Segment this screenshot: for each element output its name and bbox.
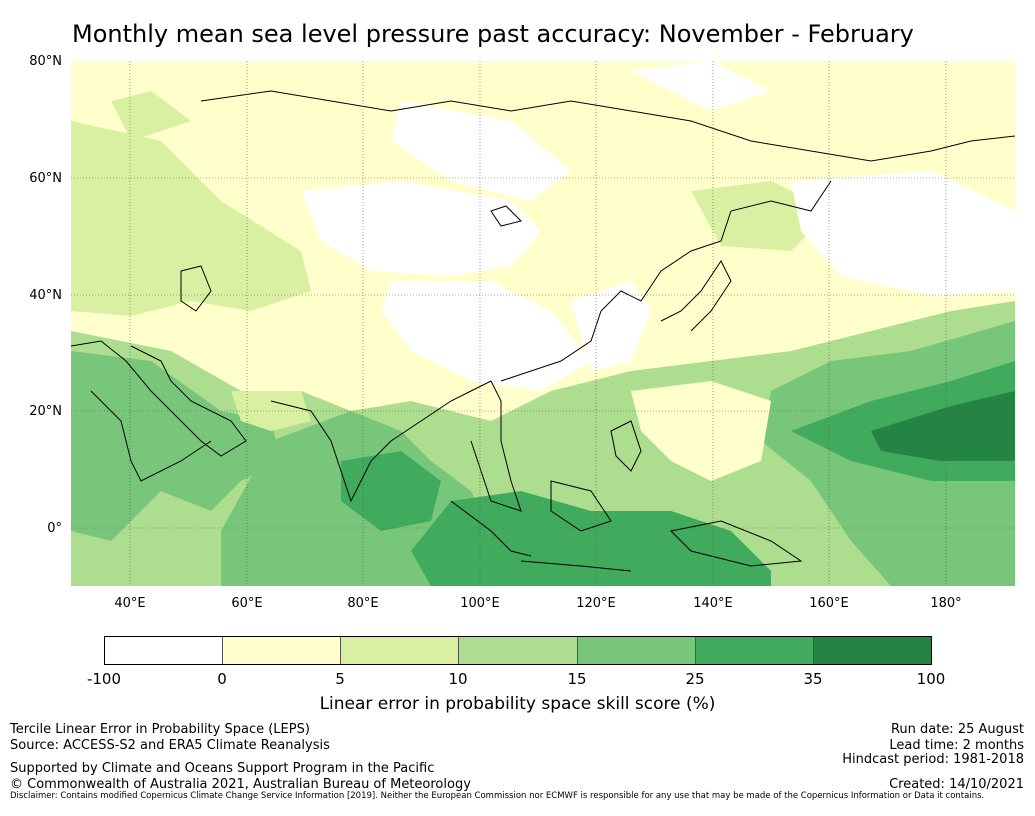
footer-copyright: © Commonwealth of Australia 2021, Austra… [10, 777, 471, 792]
colorbar-swatch [105, 637, 224, 664]
lon-label-40e: 40°E [114, 596, 146, 611]
lat-label-0: 0° [47, 521, 62, 536]
footer-method: Tercile Linear Error in Probability Spac… [10, 722, 310, 737]
coastline-java [520, 560, 632, 572]
coastline-lake-baikal [490, 205, 522, 227]
skill-region-china-white [381, 281, 591, 391]
lon-label-60e: 60°E [231, 596, 263, 611]
footer-run-date: Run date: 25 August [890, 722, 1024, 737]
footer-source: Source: ACCESS-S2 and ERA5 Climate Reana… [10, 738, 330, 753]
coastline-siberia-arctic [200, 90, 1015, 162]
coastline-southeast-asia [420, 380, 522, 512]
lat-label-80n: 80°N [29, 54, 62, 69]
coastline-china-korea [500, 180, 832, 382]
skill-region-tropical-pacific-darkest-green [871, 391, 1015, 461]
skill-region-arabian-sea-light-green [231, 391, 311, 431]
coastline-japan [660, 260, 732, 332]
colorbar [104, 636, 932, 665]
footer-hindcast-period: Hindcast period: 1981-2018 [842, 752, 1024, 767]
colorbar-tick: 35 [803, 670, 823, 688]
map-title: Monthly mean sea level pressure past acc… [72, 20, 914, 48]
colorbar-swatch [577, 637, 696, 664]
colorbar-tick: 100 [916, 670, 946, 688]
coastline-caspian-sea [180, 265, 212, 312]
lon-label-180: 180° [930, 596, 962, 611]
skill-region-west-light-green [71, 121, 311, 316]
coastline-arabian-peninsula [71, 340, 247, 457]
skill-region-maritime-continent-dark-green [411, 491, 771, 586]
lon-label-140e: 140°E [693, 596, 733, 611]
skill-region-central-asia-white [301, 181, 541, 276]
lon-label-80e: 80°E [347, 596, 379, 611]
lat-label-60n: 60°N [29, 171, 62, 186]
skill-region-north-light-green [111, 91, 191, 141]
colorbar-swatch [695, 637, 814, 664]
skill-region-north-pacific-white [791, 171, 1015, 296]
lon-label-160e: 160°E [809, 596, 849, 611]
colorbar-tick: 10 [448, 670, 468, 688]
lat-label-40n: 40°N [29, 288, 62, 303]
coastline-africa-horn [90, 390, 212, 482]
lon-label-100e: 100°E [460, 596, 500, 611]
colorbar-tick: -100 [86, 670, 122, 688]
colorbar-tick: 0 [217, 670, 227, 688]
lon-label-120e: 120°E [576, 596, 616, 611]
skill-region-siberia-white [391, 101, 571, 201]
skill-region-arctic-white [631, 61, 771, 111]
skill-region-central-pacific-light-green [631, 381, 771, 481]
coastline-sumatra [450, 500, 532, 557]
coastline-new-guinea [669, 520, 803, 567]
colorbar-swatch [459, 637, 578, 664]
colorbar-tick: 25 [685, 670, 705, 688]
footer-support: Supported by Climate and Oceans Support … [10, 761, 435, 776]
colorbar-swatch [223, 637, 342, 664]
footer-lead-time: Lead time: 2 months [889, 738, 1024, 753]
coastline-india [270, 400, 422, 503]
skill-region-east-china-white [571, 281, 651, 371]
skill-map [71, 61, 1015, 586]
colorbar-swatch [813, 637, 931, 664]
footer-disclaimer: Disclaimer: Contains modified Copernicus… [10, 791, 985, 801]
colorbar-label: Linear error in probability space skill … [319, 694, 716, 714]
colorbar-swatch [341, 637, 460, 664]
graticule [71, 61, 1015, 586]
lat-label-20n: 20°N [29, 404, 62, 419]
skill-region-south-medium-green [71, 351, 281, 541]
colorbar-tick: 15 [567, 670, 587, 688]
colorbar-tick: 5 [335, 670, 345, 688]
coastline-philippines [610, 420, 642, 472]
footer-created: Created: 14/10/2021 [889, 777, 1024, 792]
